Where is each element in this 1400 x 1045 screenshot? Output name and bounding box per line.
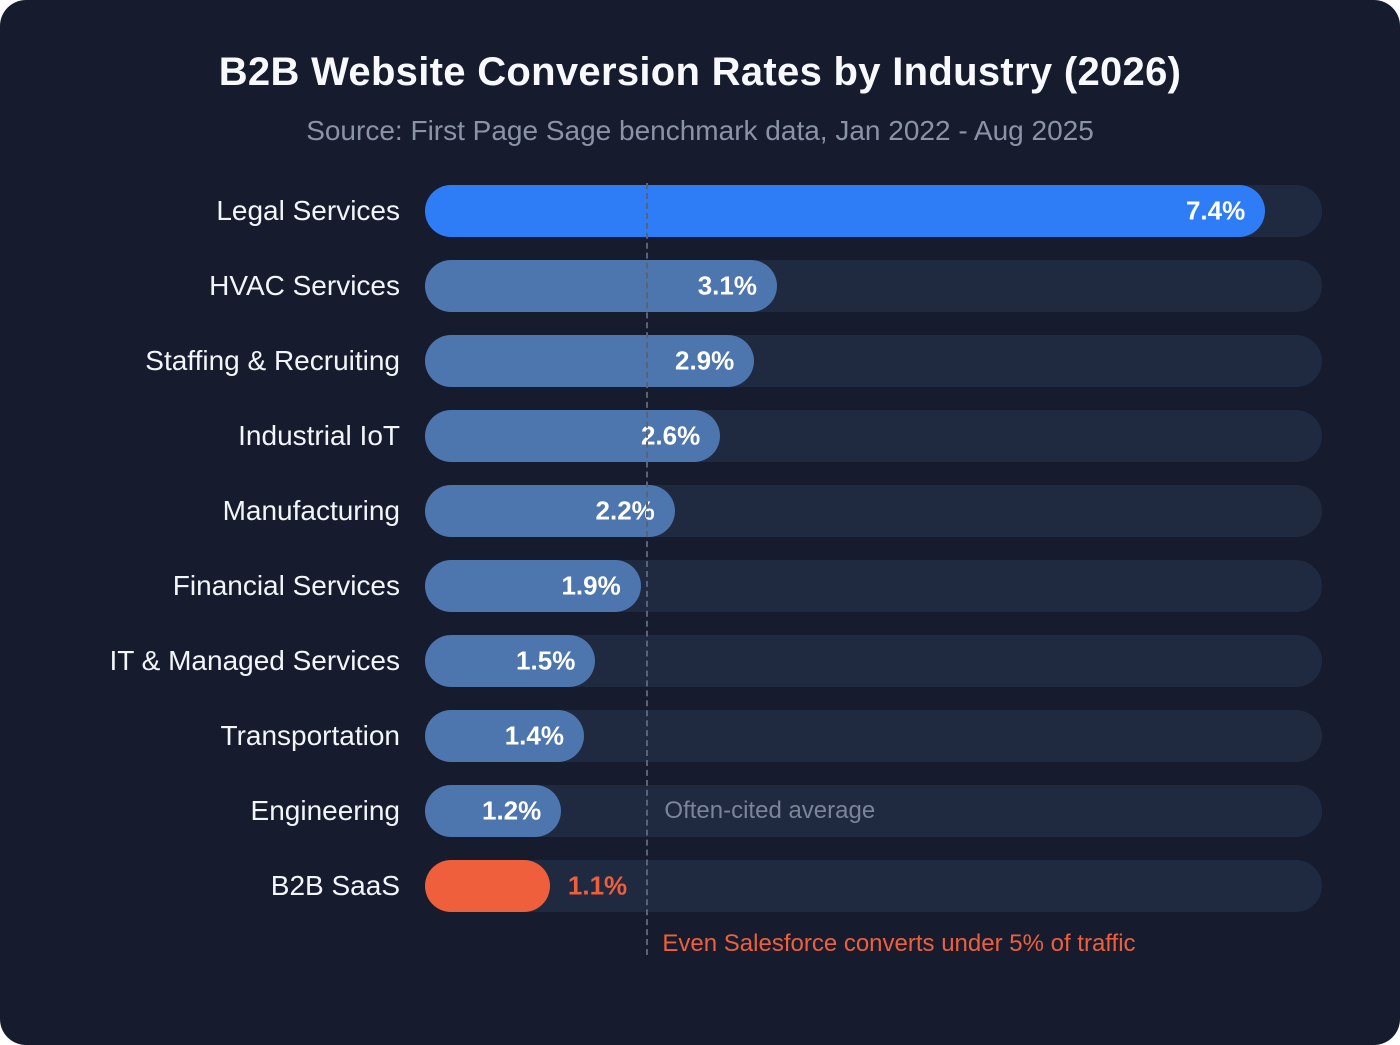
bar-track: 1.9%: [425, 560, 1322, 612]
bar: [425, 860, 550, 912]
plot-area: Legal Services 7.4% HVAC Services 3.1% Staff…: [0, 183, 1400, 957]
bar-rows: Legal Services 7.4% HVAC Services 3.1% Staff…: [78, 185, 1400, 912]
category-label: Financial Services: [172, 570, 400, 601]
bar: 1.9%: [425, 560, 641, 612]
chart-row: Industrial IoT 2.6%: [78, 410, 1400, 462]
category-label: Industrial IoT: [238, 420, 400, 451]
annotation-text: Even Salesforce converts under 5% of tra…: [662, 930, 1136, 957]
chart-row: B2B SaaS 1.1%: [78, 860, 1400, 912]
value-label: 7.4%: [1185, 195, 1246, 226]
category-label: B2B SaaS: [270, 870, 400, 901]
bar: 7.4%: [425, 185, 1266, 237]
average-line: [646, 183, 649, 955]
bar-track: 2.2%: [425, 485, 1322, 537]
bar-track: 2.6%: [425, 410, 1322, 462]
category-label: Legal Services: [216, 195, 400, 226]
bar: 1.5%: [425, 635, 596, 687]
chart-row: Staffing & Recruiting 2.9%: [78, 335, 1400, 387]
bar: 1.2%: [425, 785, 562, 837]
chart-row: Engineering 1.2%: [78, 785, 1400, 837]
bar-track: 3.1%: [425, 260, 1322, 312]
category-label: HVAC Services: [209, 270, 400, 301]
bar-track: 1.2%: [425, 785, 1322, 837]
bar-track: 1.5%: [425, 635, 1322, 687]
value-label: 1.1%: [567, 870, 628, 901]
average-line-label: Often-cited average: [664, 797, 876, 824]
bar-track: 1.1%: [425, 860, 1322, 912]
category-label: Staffing & Recruiting: [145, 345, 400, 376]
chart-title: B2B Website Conversion Rates by Industry…: [218, 50, 1182, 94]
bar: 1.4%: [425, 710, 584, 762]
value-label: 2.9%: [675, 345, 735, 376]
category-label: IT & Managed Services: [109, 645, 400, 676]
value-label: 1.9%: [561, 570, 621, 601]
chart-row: Transportation 1.4%: [78, 710, 1400, 762]
value-label: 2.6%: [640, 420, 701, 451]
chart-row: Manufacturing 2.2%: [78, 485, 1400, 537]
chart-row: Legal Services 7.4%: [78, 185, 1400, 237]
bar: 3.1%: [425, 260, 777, 312]
value-label: 2.2%: [595, 495, 655, 526]
value-label: 1.4%: [504, 720, 564, 751]
value-label: 3.1%: [697, 270, 757, 301]
chart-subtitle: Source: First Page Sage benchmark data, …: [306, 115, 1094, 146]
bar: 2.2%: [425, 485, 675, 537]
chart-row: Financial Services 1.9%: [78, 560, 1400, 612]
category-label: Transportation: [220, 720, 401, 751]
bar-track: 1.4%: [425, 710, 1322, 762]
bar: 2.6%: [425, 410, 721, 462]
bar-track: 7.4%: [425, 185, 1322, 237]
chart-row: IT & Managed Services 1.5%: [78, 635, 1400, 687]
bar: 2.9%: [425, 335, 755, 387]
value-label: 1.5%: [516, 645, 576, 676]
value-label: 1.2%: [481, 795, 542, 826]
chart-row: HVAC Services 3.1%: [78, 260, 1400, 312]
category-label: Manufacturing: [222, 495, 400, 526]
category-label: Engineering: [250, 795, 400, 826]
bar-track: 2.9%: [425, 335, 1322, 387]
